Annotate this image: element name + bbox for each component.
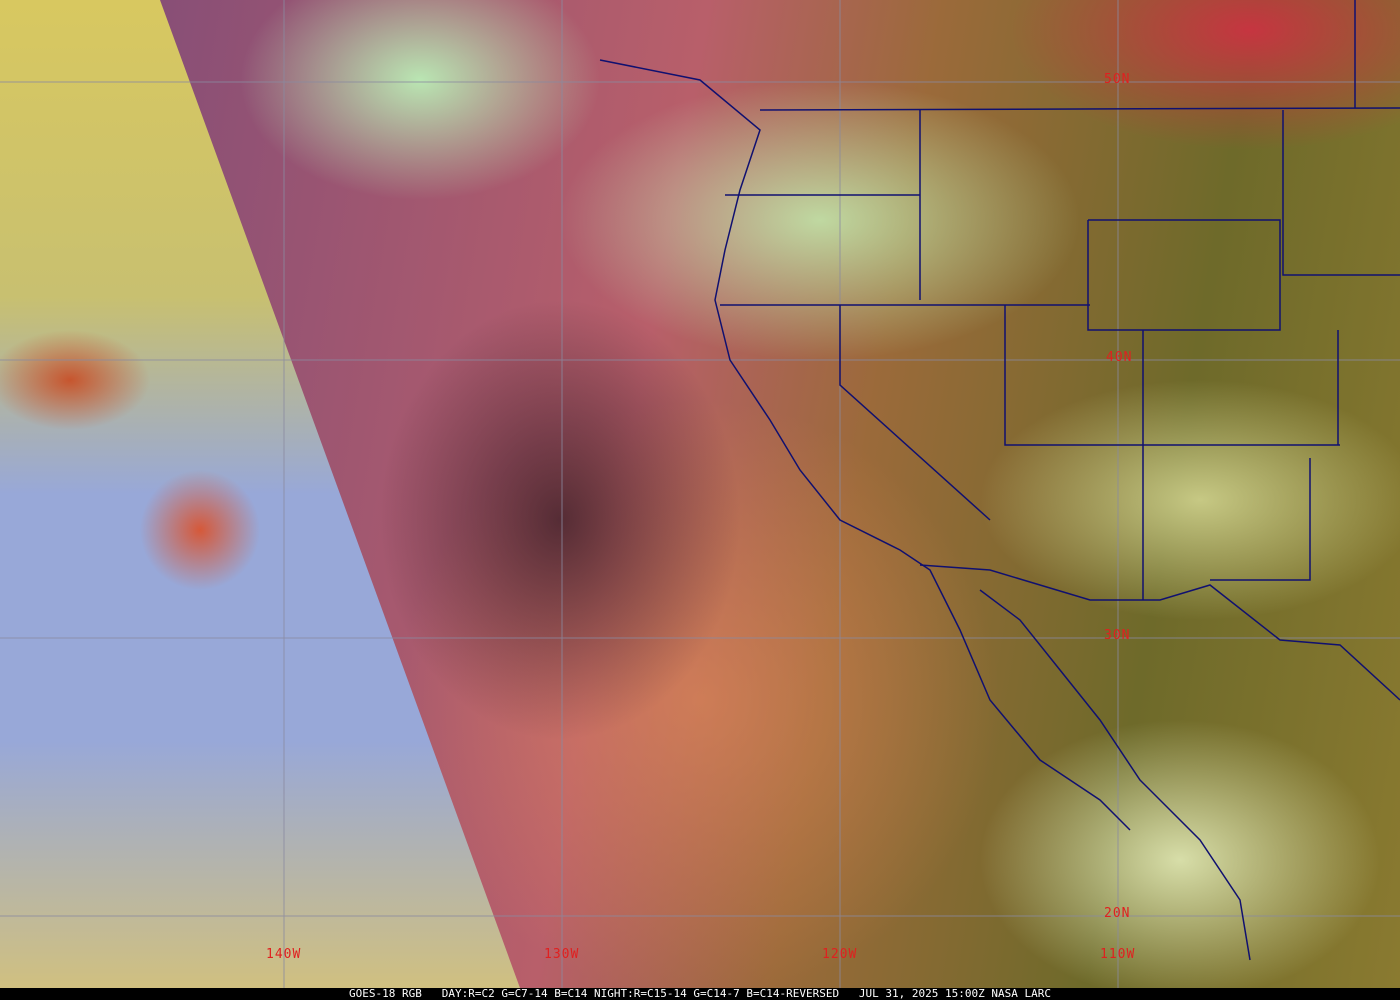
canada-border xyxy=(759,107,1400,111)
mexico-border xyxy=(919,564,1400,701)
lon-label-140w: 140W xyxy=(266,947,302,962)
lon-label-130w: 130W xyxy=(544,947,580,962)
lat-label-30n: 30N xyxy=(1104,628,1131,643)
state-lines xyxy=(720,0,1400,600)
lat-label-50n: 50N xyxy=(1104,72,1131,87)
coastlines-borders xyxy=(599,0,1400,961)
baja-gulf xyxy=(979,589,1251,961)
lon-label-110w: 110W xyxy=(1100,947,1136,962)
lon-label-120w: 120W xyxy=(822,947,858,962)
west-coast xyxy=(599,59,1131,831)
lat-label-20n: 20N xyxy=(1104,906,1131,921)
image-caption: GOES-18 RGB DAY:R=C2 G=C7-14 B=C14 NIGHT… xyxy=(0,988,1400,1000)
lat-label-40n: 40N xyxy=(1106,350,1133,365)
